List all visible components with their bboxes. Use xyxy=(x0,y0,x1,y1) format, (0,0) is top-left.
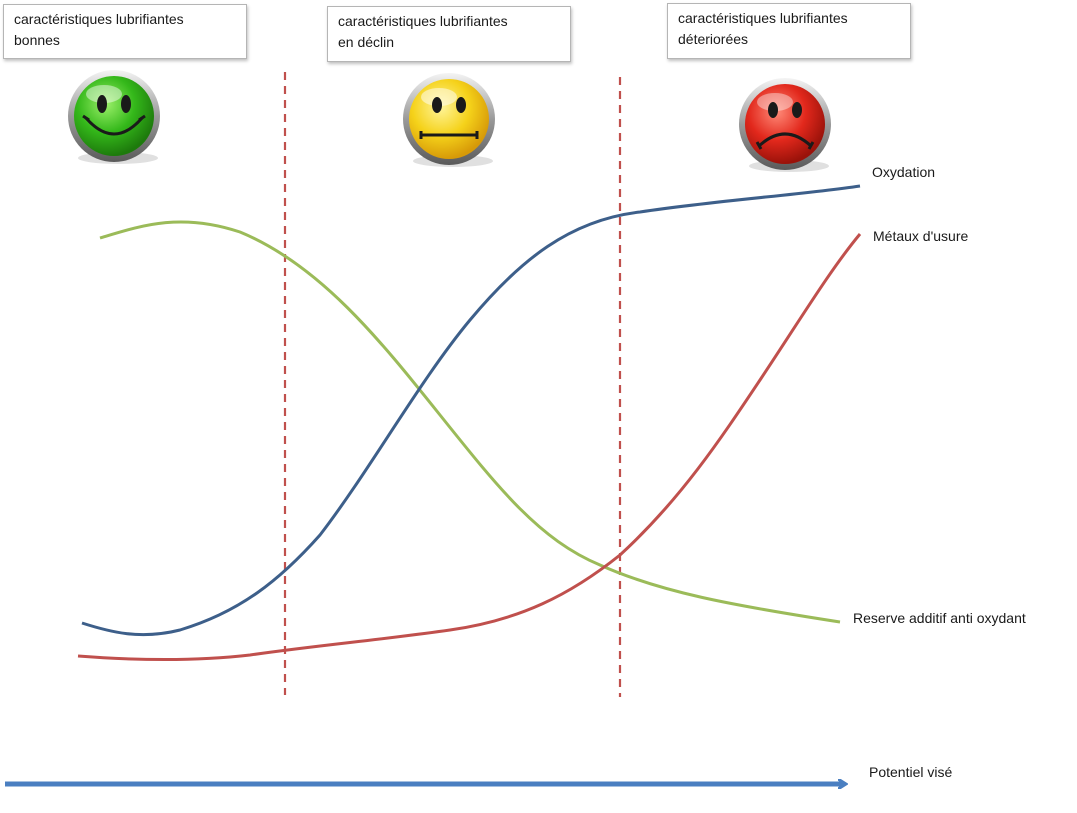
neutral-face-icon xyxy=(403,73,495,167)
phase-title-line1: caractéristiques lubrifiantes xyxy=(14,11,184,27)
potential-axis-label: Potentiel visé xyxy=(869,764,953,780)
oxidation-label: Oxydation xyxy=(872,164,936,180)
phase-title-line2: déteriorées xyxy=(678,31,749,47)
sad-face-icon xyxy=(739,78,831,172)
phase-box-deteriorated: caractéristiques lubrifiantes déteriorée… xyxy=(667,3,911,59)
phase-box-good: caractéristiques lubrifiantes bonnes xyxy=(3,4,247,59)
antioxidant-reserve-label: Reserve additif anti oxydant xyxy=(853,610,1026,626)
wear-metals-label: Métaux d'usure xyxy=(873,228,969,244)
phase-title-line2: bonnes xyxy=(14,32,60,48)
happy-face-icon xyxy=(68,70,160,164)
phase-box-declining: caractéristiques lubrifiantes en déclin xyxy=(327,6,571,62)
phase-title-line2: en déclin xyxy=(338,34,395,50)
wear-metals-curve xyxy=(77,233,862,662)
oxidation-curve xyxy=(81,184,861,637)
phase-title-line1: caractéristiques lubrifiantes xyxy=(338,13,508,29)
antioxidant-reserve-curve xyxy=(99,220,841,624)
phase-title-line1: caractéristiques lubrifiantes xyxy=(678,10,848,26)
